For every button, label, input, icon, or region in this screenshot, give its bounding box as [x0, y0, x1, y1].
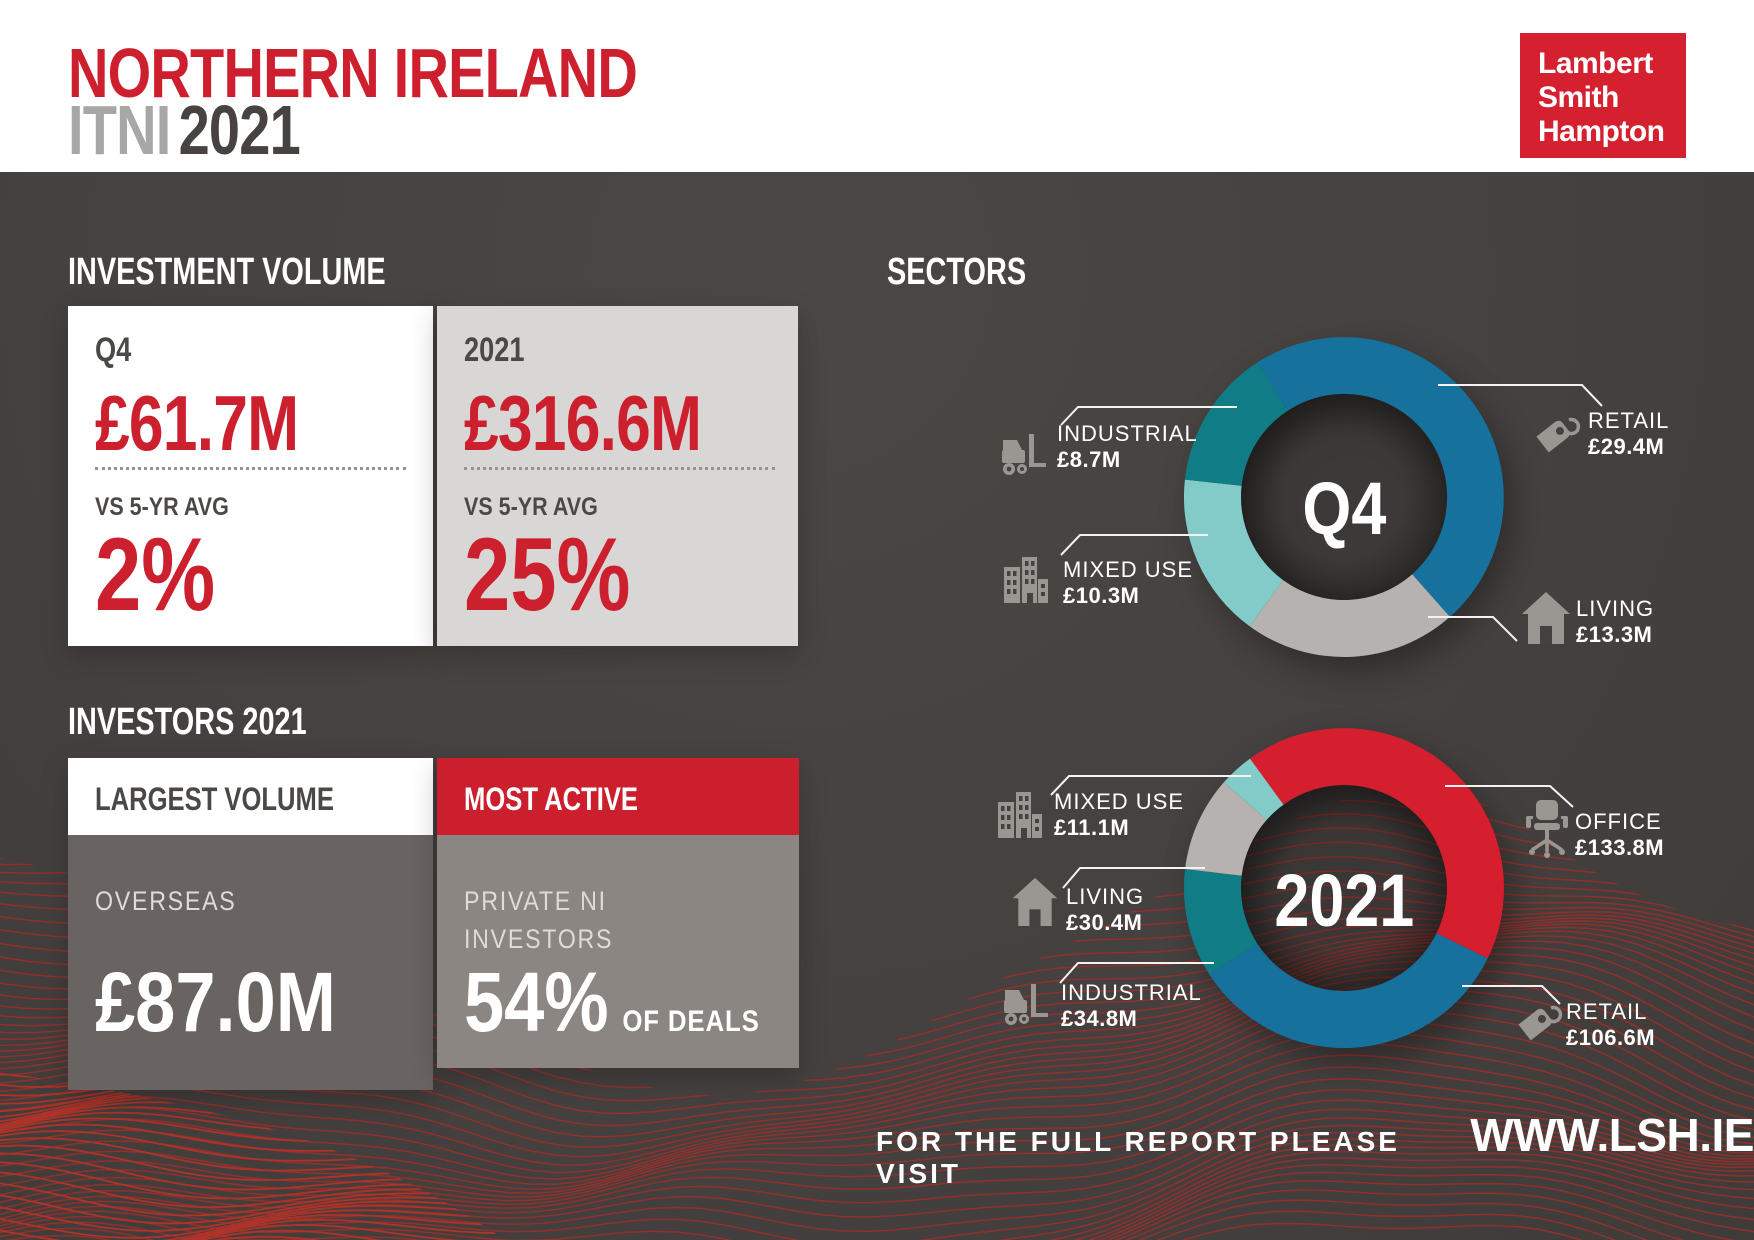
donut-segment-industrial [1183, 869, 1258, 975]
investor-origin: OVERSEAS [95, 886, 237, 916]
card-period-label: 2021 [464, 331, 525, 369]
vs-5yr-value: 2% [95, 517, 216, 633]
largest-volume-header-label: LARGEST VOLUME [95, 781, 334, 817]
price-tag-icon [1531, 410, 1581, 458]
sector-label-industrial-2021: INDUSTRIAL £34.8M [1061, 980, 1202, 1031]
investor-amount: £87.0M [95, 955, 336, 1049]
house-icon [1522, 590, 1570, 644]
sector-label-mixeduse-q4: MIXED USE £10.3M [1063, 557, 1194, 608]
investors-title: INVESTORS 2021 [68, 701, 307, 743]
sector-label-living-2021: LIVING £30.4M [1066, 884, 1145, 935]
footer-text: FOR THE FULL REPORT PLEASE VISIT [876, 1126, 1400, 1189]
subtitle-itni: ITNI [68, 91, 171, 169]
sector-label-industrial-q4: INDUSTRIAL £8.7M [1057, 421, 1198, 472]
largest-volume-header: LARGEST VOLUME [68, 758, 433, 835]
deals-suffix: OF DEALS [622, 1005, 760, 1038]
house-icon [1012, 876, 1058, 926]
header-band: NORTHERN IRELAND ITNI 2021 Lambert Smith … [0, 0, 1754, 172]
donut-hole-shadow [1241, 394, 1447, 600]
dotted-divider [95, 467, 406, 470]
donut-segment-office [1250, 728, 1504, 959]
sector-label-retail-2021: RETAIL £106.6M [1566, 999, 1656, 1050]
sector-label-living-q4: LIVING £13.3M [1576, 596, 1655, 647]
vs-5yr-value: 25% [464, 517, 631, 633]
page-title: NORTHERN IRELAND [68, 34, 638, 112]
donut-segment-living [1249, 574, 1450, 657]
logo-line: Lambert [1538, 47, 1653, 80]
most-active-header: MOST ACTIVE [437, 758, 799, 835]
logo-line: Hampton [1538, 115, 1665, 148]
buildings-icon [1002, 553, 1050, 603]
footer: FOR THE FULL REPORT PLEASE VISIT WWW.LSH… [876, 1108, 1754, 1190]
donut-segment-retail [1256, 337, 1504, 617]
forklift-icon [1000, 432, 1050, 478]
donut-segment-mixed-use [1183, 479, 1284, 627]
dotted-divider [464, 467, 775, 470]
office-chair-icon [1524, 800, 1572, 858]
annual-donut-chart [1183, 728, 1504, 1049]
donut-hole-shadow [1241, 785, 1447, 991]
forklift-icon [1002, 982, 1052, 1028]
sector-label-retail-q4: RETAIL £29.4M [1588, 408, 1670, 459]
sector-label-office-2021: OFFICE £133.8M [1575, 809, 1665, 860]
most-active-header-label: MOST ACTIVE [464, 781, 638, 817]
page-subtitle: ITNI 2021 [68, 95, 358, 165]
sector-label-mixeduse-2021: MIXED USE £11.1M [1054, 789, 1185, 840]
buildings-icon [996, 788, 1044, 838]
investment-volume-title: INVESTMENT VOLUME [68, 251, 386, 293]
largest-volume-card: LARGEST VOLUME OVERSEAS £87.0M [68, 758, 433, 1090]
vs-5yr-label: VS 5-YR AVG [464, 493, 598, 521]
sectors-title: SECTORS [887, 251, 1027, 293]
most-active-card: MOST ACTIVE PRIVATE NI INVESTORS 54% OF DE… [437, 758, 799, 1068]
logo-line: Smith [1538, 81, 1619, 114]
donut-segment-mixed-use [1223, 758, 1284, 820]
deals-percent: 54% OF DEALS [464, 958, 808, 1066]
q4-donut-chart [1183, 337, 1504, 657]
lambert-smith-hampton-logo: Lambert Smith Hampton [1520, 33, 1686, 158]
card-period-label: Q4 [95, 331, 132, 369]
price-tag-icon [1513, 998, 1563, 1046]
donut-segment-living [1185, 782, 1267, 876]
subtitle-year: 2021 [178, 91, 301, 169]
card-amount: £316.6M [464, 379, 702, 467]
q4-volume-card: Q4 £61.7M VS 5-YR AVG 2% [68, 306, 433, 646]
annual-volume-card: 2021 £316.6M VS 5-YR AVG 25% [437, 306, 798, 646]
donut-segment-retail [1209, 933, 1488, 1049]
vs-5yr-label: VS 5-YR AVG [95, 493, 229, 521]
investor-name: PRIVATE NI INVESTORS [464, 886, 614, 954]
card-amount: £61.7M [95, 379, 299, 467]
footer-url[interactable]: WWW.LSH.IE [1470, 1109, 1754, 1161]
